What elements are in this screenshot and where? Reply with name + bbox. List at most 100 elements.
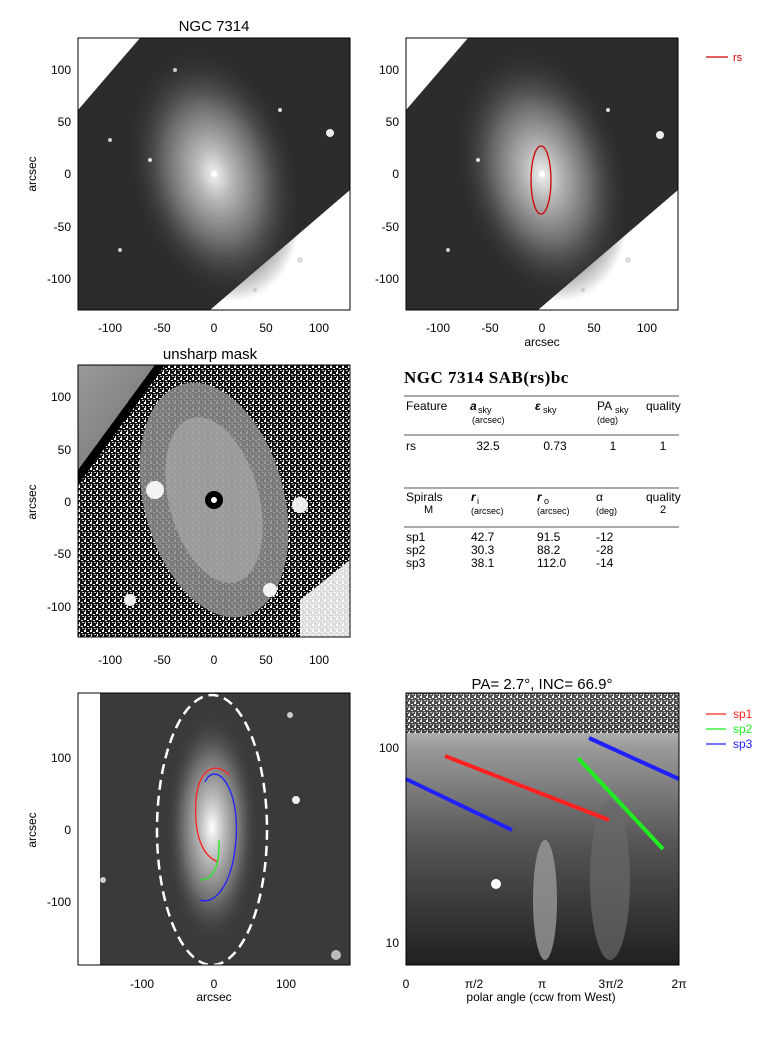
feat-row-pa: 1	[610, 439, 617, 453]
panel1-yticks: 100 50 0 -50 -100	[47, 63, 71, 286]
legend-sp2: sp2	[733, 722, 753, 736]
sp-col-ri-sub: i	[477, 496, 479, 506]
xtick: 3π/2	[599, 977, 624, 991]
panel1-ylabel: arcsec	[25, 156, 39, 191]
ytick: -50	[54, 220, 72, 234]
xtick: 0	[539, 321, 546, 335]
feat-row-a: 32.5	[476, 439, 500, 453]
xtick: 100	[309, 321, 329, 335]
sp-row-alpha: -12	[596, 530, 614, 544]
panel5-xticks: -100 0 100	[130, 977, 296, 991]
panel1-title: NGC 7314	[179, 18, 250, 35]
sp-row-alpha: -14	[596, 556, 614, 570]
sp-col-ri-unit: (arcsec)	[471, 506, 504, 516]
xtick: 100	[637, 321, 657, 335]
ytick: 100	[51, 751, 71, 765]
ytick: 100	[51, 63, 71, 77]
panel-polar-plot: PA= 2.7°, INC= 66.9° polar angle (ccw fr…	[379, 676, 753, 1004]
panel3-title: unsharp mask	[163, 346, 258, 363]
sp-col-m: M	[424, 504, 433, 516]
panel1-xticks: -100 -50 0 50 100	[98, 321, 329, 335]
feat-col-pa: PA	[597, 399, 612, 413]
panel3-yticks: 100 50 0 -50 -100	[47, 390, 71, 614]
xtick: 0	[211, 977, 218, 991]
xtick: 50	[259, 653, 273, 667]
panel2-xlabel: arcsec	[524, 335, 559, 349]
feat-row-name: rs	[406, 439, 416, 453]
panel3-xticks: -100 -50 0 50 100	[98, 653, 329, 667]
sp-row-alpha: -28	[596, 543, 614, 557]
sp-col-ro-unit: (arcsec)	[537, 506, 570, 516]
ytick: 100	[379, 63, 399, 77]
xtick: -100	[426, 321, 450, 335]
sp-col-quality-val: 2	[660, 504, 666, 516]
sp-row-ro: 88.2	[537, 543, 561, 557]
xtick: 100	[276, 977, 296, 991]
feat-col-pa-sub: sky	[615, 405, 629, 415]
rs-legend-label: rs	[733, 52, 743, 64]
sp-row-name: sp1	[406, 530, 426, 544]
sp-col-quality: quality	[646, 490, 681, 504]
panel5-ylabel: arcsec	[25, 812, 39, 847]
panel6-title: PA= 2.7°, INC= 66.9°	[472, 676, 613, 693]
feat-col-quality: quality	[646, 399, 681, 413]
panel-galaxy-image: NGC 7314 arcsec 100 50 0 -50 -100 -100 -…	[25, 18, 351, 335]
feat-row-q: 1	[660, 439, 667, 453]
sp-col-ro: r	[537, 490, 543, 504]
feat-row: rs 32.5 0.73 1 1	[406, 439, 667, 453]
sp-row-ro: 91.5	[537, 530, 561, 544]
ytick: 100	[379, 741, 399, 755]
panel3-ylabel: arcsec	[25, 484, 39, 519]
sp-row-ri: 30.3	[471, 543, 495, 557]
galaxy-image-2	[406, 38, 678, 310]
sp-row-name: sp2	[406, 543, 426, 557]
xtick: 2π	[672, 977, 687, 991]
xtick: -50	[153, 653, 171, 667]
feat-col-e: ε	[535, 399, 541, 413]
ytick: -100	[47, 600, 71, 614]
xtick: 0	[403, 977, 410, 991]
legend-sp1: sp1	[733, 707, 753, 721]
xtick: 100	[309, 653, 329, 667]
sp3-fit-line-a	[405, 777, 513, 832]
xtick: π/2	[465, 977, 484, 991]
ytick: -50	[382, 220, 400, 234]
sp-col-ro-sub: o	[544, 496, 549, 506]
panel6-xlabel: polar angle (ccw from West)	[466, 990, 615, 1004]
ytick: -50	[54, 547, 72, 561]
ytick: 0	[64, 823, 71, 837]
disk-ellipse	[155, 693, 269, 967]
panel-deprojected: arcsec arcsec 100 0 -100 -100 0 100	[25, 692, 351, 1004]
ytick: 100	[51, 390, 71, 404]
feat-row-e: 0.73	[543, 439, 567, 453]
panel5-yticks: 100 0 -100	[47, 751, 71, 909]
ytick: 50	[58, 443, 72, 457]
panel-rs-overlay: arcsec 100 50 0 -50 -100 -100 -50 0 50 1…	[375, 37, 743, 349]
sp-col-ri: r	[471, 490, 477, 504]
galaxy-image-1	[78, 38, 350, 310]
xtick: -50	[481, 321, 499, 335]
sp-row-name: sp3	[406, 556, 426, 570]
feat-col-a: a	[470, 399, 477, 413]
xtick: 50	[259, 321, 273, 335]
xtick: -100	[98, 653, 122, 667]
sp2-fit-line	[576, 756, 665, 851]
xtick: -100	[130, 977, 154, 991]
xtick: π	[538, 977, 546, 991]
spiral-row: sp3 38.1 112.0 -14	[406, 556, 614, 570]
sp-row-ri: 38.1	[471, 556, 495, 570]
sp-col-spirals: Spirals	[406, 490, 443, 504]
panel5-xlabel: arcsec	[196, 990, 231, 1004]
ytick: -100	[375, 272, 399, 286]
ytick: 0	[392, 167, 399, 181]
spiral-row: sp1 42.7 91.5 -12	[406, 530, 614, 544]
sp-row-ri: 42.7	[471, 530, 495, 544]
sp2-arc	[199, 839, 220, 881]
unsharp-mask-image	[78, 365, 350, 637]
feat-col-pa-unit: (deg)	[597, 415, 618, 425]
polar-image	[406, 693, 679, 965]
xtick: 0	[211, 653, 218, 667]
table-heading: NGC 7314 SAB(rs)bc	[404, 368, 569, 387]
feat-col-e-sub: sky	[543, 405, 557, 415]
